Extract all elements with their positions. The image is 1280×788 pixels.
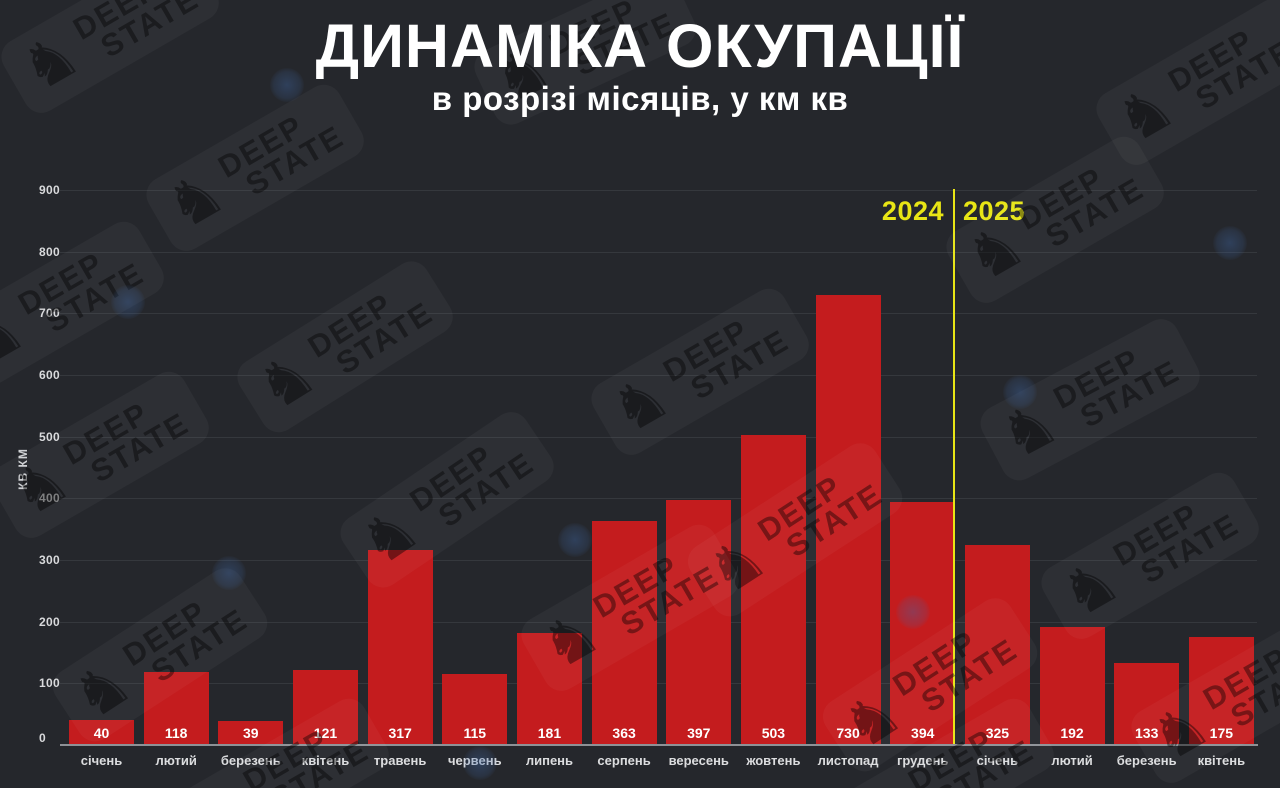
x-tick-label: лютий	[155, 753, 197, 768]
bar: 192	[1039, 627, 1105, 745]
x-tick-label: квітень	[1197, 753, 1246, 768]
x-tick-label: березень	[220, 753, 281, 768]
bar-column: 121 квітень	[292, 190, 358, 768]
bar-value-label: 394	[911, 725, 935, 741]
bar: 363	[591, 521, 657, 745]
bar-value-label: 503	[761, 725, 786, 741]
gridline	[60, 251, 1257, 253]
bar-value-label: 39	[243, 725, 259, 741]
bar-value-label: 175	[1209, 725, 1234, 741]
gridline	[60, 375, 1257, 376]
bar-column: 503 жовтень	[740, 190, 806, 768]
y-tick-label: 800	[39, 244, 60, 259]
bar-column: 40 січень	[69, 190, 134, 768]
gridline	[60, 190, 1257, 191]
y-tick-label: 500	[39, 429, 60, 444]
x-tick-label: квітень	[301, 753, 350, 768]
bar: 39	[218, 721, 284, 745]
bar-value-label: 730	[836, 725, 860, 741]
bar: 325	[964, 545, 1030, 745]
x-tick-label: червень	[447, 753, 502, 768]
bar-value-label: 192	[1060, 725, 1084, 741]
x-axis-line	[60, 744, 1258, 746]
x-tick-label: листопад	[817, 753, 879, 768]
bar: 394	[890, 502, 956, 745]
bar-column: 394 грудень	[890, 190, 956, 768]
bar-column: 118 лютий	[143, 190, 209, 768]
bar-column: 115 червень	[442, 190, 508, 768]
bar-value-label: 181	[537, 725, 562, 741]
x-tick-label: лютий	[1051, 753, 1093, 768]
bar-column: 181 липень	[516, 190, 582, 768]
bar: 118	[143, 672, 209, 745]
bar-column: 192 лютий	[1039, 190, 1105, 768]
year-label-2025: 2025	[963, 196, 1026, 226]
bar: 121	[292, 670, 358, 745]
y-tick-label: 200	[39, 614, 60, 629]
bar: 40	[69, 720, 134, 745]
chart-title: ДИНАМІКА ОКУПАЦІЇ	[315, 12, 965, 80]
bar-column: 133 березень	[1114, 190, 1180, 768]
gridline	[60, 436, 1257, 438]
bar-value-label: 115	[463, 725, 487, 741]
bar-column: 325 січень	[964, 190, 1030, 768]
x-tick-label: липень	[525, 753, 574, 768]
x-tick-label: січень	[976, 753, 1019, 768]
x-tick-label: березень	[1116, 753, 1177, 768]
gridline	[60, 560, 1257, 561]
bar-column: 317 травень	[367, 190, 433, 768]
bar-value-label: 133	[1135, 725, 1159, 741]
y-tick-label: 0	[39, 731, 46, 745]
bar: 317	[367, 550, 433, 745]
bar: 133	[1114, 663, 1180, 745]
x-tick-label: січень	[80, 753, 123, 768]
bar: 397	[666, 500, 732, 745]
y-tick-label: 700	[39, 306, 60, 321]
bar: 503	[740, 435, 806, 745]
x-tick-label: грудень	[897, 753, 949, 768]
y-tick-label: 100	[39, 676, 60, 691]
y-axis-title: КВ КМ	[16, 448, 30, 490]
bar-value-label: 363	[612, 725, 636, 741]
bar-value-label: 325	[985, 725, 1010, 741]
bar-value-label: 121	[313, 725, 338, 741]
bar-column: 39 березень	[218, 190, 284, 768]
y-tick-label: 400	[39, 491, 60, 506]
y-tick-label: 600	[39, 368, 60, 382]
y-tick-label: 300	[39, 553, 60, 567]
bar: 730	[815, 295, 881, 745]
bar-column: 730 листопад	[815, 190, 881, 768]
gridline	[60, 313, 1257, 315]
x-tick-label: вересень	[668, 753, 729, 768]
bar-value-label: 317	[388, 725, 412, 741]
gridline	[60, 498, 1257, 500]
bar: 181	[516, 633, 582, 745]
bar-column: 363 серпень	[591, 190, 657, 768]
year-label-2024: 2024	[881, 196, 944, 226]
bars-group: 40 січень 118 лютий 39 березень 121 квітень 317 т…	[69, 190, 1254, 768]
x-tick-label: жовтень	[746, 753, 801, 768]
bar-value-label: 40	[93, 725, 110, 741]
bar: 175	[1188, 637, 1254, 745]
gridline	[60, 621, 1257, 623]
y-tick-label: 900	[39, 183, 60, 197]
gridline	[60, 683, 1257, 685]
bar-column: 397 вересень	[666, 190, 732, 768]
bar-value-label: 118	[164, 725, 188, 741]
chart-subtitle: в розрізі місяців, у км кв	[431, 80, 849, 118]
bar: 115	[442, 674, 508, 745]
x-tick-label: серпень	[597, 753, 651, 768]
bar-value-label: 397	[687, 725, 711, 741]
bar-column: 175 квітень	[1188, 190, 1254, 768]
x-tick-label: травень	[373, 753, 427, 768]
chart-header: ДИНАМІКА ОКУПАЦІЇ в розрізі місяців, у к…	[0, 0, 1280, 118]
year-divider-line	[953, 189, 955, 746]
